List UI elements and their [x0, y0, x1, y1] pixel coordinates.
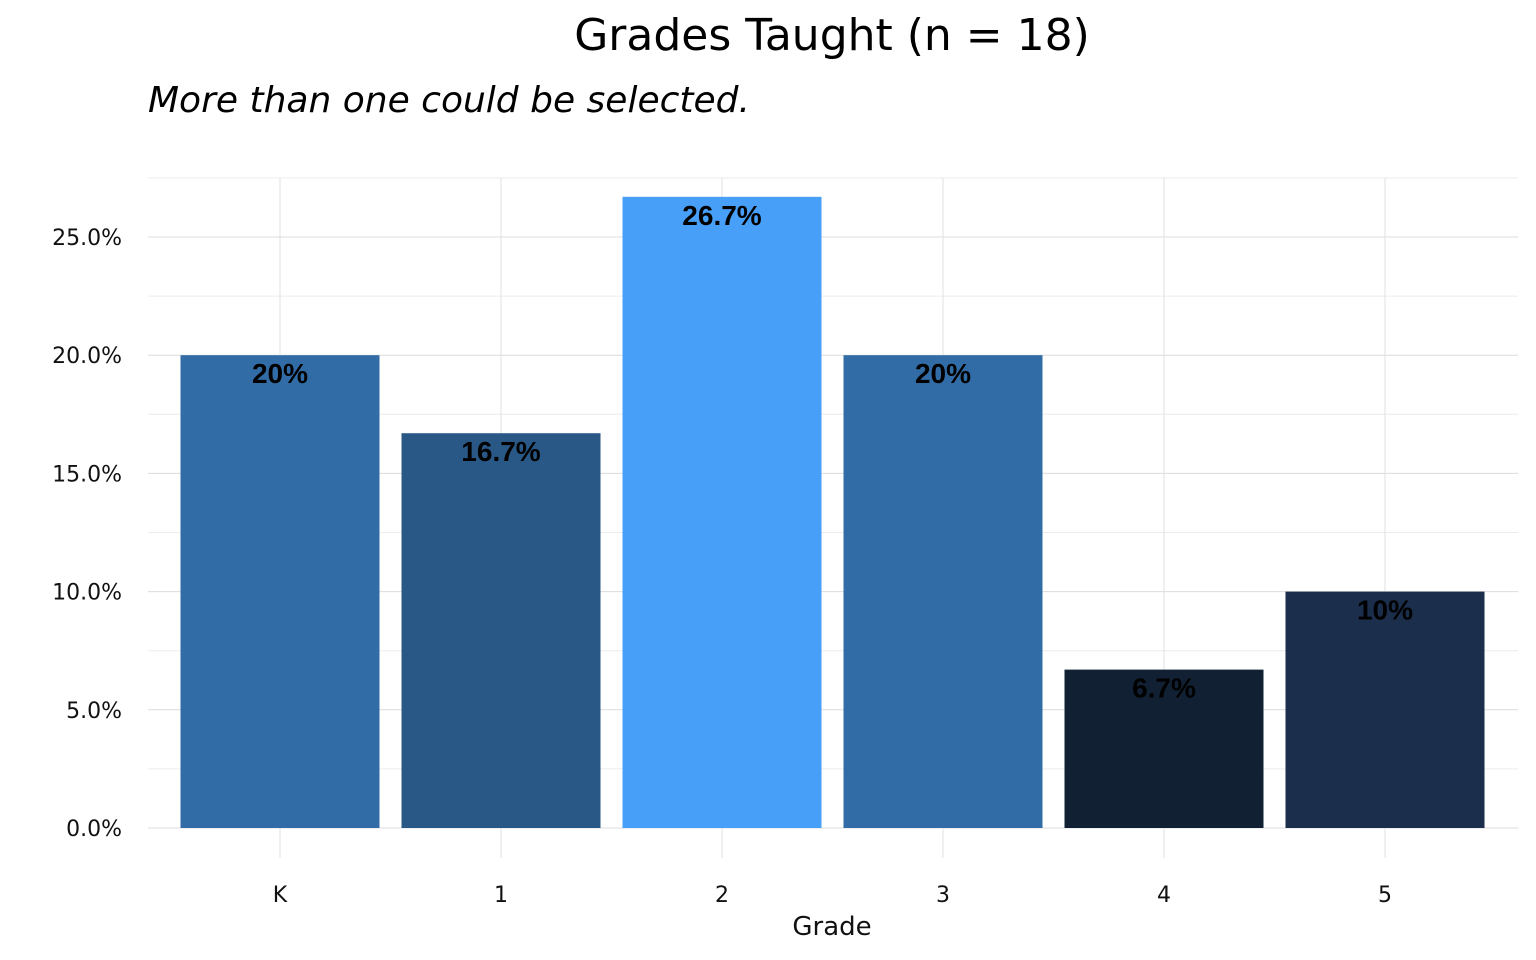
chart-title: Grades Taught (n = 18): [574, 10, 1090, 61]
y-tick-label: 0.0%: [66, 817, 122, 842]
x-tick-label-2: 2: [715, 883, 729, 908]
data-label-3: 20%: [915, 358, 971, 389]
x-tick-label-4: 4: [1157, 883, 1171, 908]
x-tick-label-5: 5: [1378, 883, 1392, 908]
data-label-1: 16.7%: [461, 436, 540, 467]
chart-subtitle: More than one could be selected.: [148, 80, 750, 121]
y-tick-label: 15.0%: [52, 462, 122, 487]
y-tick-label: 10.0%: [52, 581, 122, 606]
bar-2: [622, 196, 822, 828]
bar-5: [1285, 591, 1485, 828]
y-tick-label: 25.0%: [52, 226, 122, 251]
data-label-2: 26.7%: [682, 200, 761, 231]
bar-1: [401, 433, 601, 828]
bar-4: [1064, 669, 1264, 828]
data-labels: 20% 16.7% 26.7% 20% 6.7% 10%: [252, 200, 1413, 704]
data-label-K: 20%: [252, 358, 308, 389]
data-label-5: 10%: [1357, 595, 1413, 626]
bar-3: [843, 355, 1043, 828]
y-axis-ticks: 0.0% 5.0% 10.0% 15.0% 20.0% 25.0%: [52, 226, 122, 842]
x-tick-label-3: 3: [936, 883, 950, 908]
y-tick-label: 5.0%: [66, 699, 122, 724]
x-axis-title: Grade: [792, 912, 871, 942]
y-tick-label: 20.0%: [52, 344, 122, 369]
x-axis-ticks: K 1 2 3 4 5: [273, 883, 1392, 908]
bar-K: [180, 355, 380, 828]
bars: [180, 196, 1485, 828]
data-label-4: 6.7%: [1132, 673, 1196, 704]
x-tick-label-1: 1: [494, 883, 508, 908]
x-tick-label-K: K: [273, 883, 288, 908]
